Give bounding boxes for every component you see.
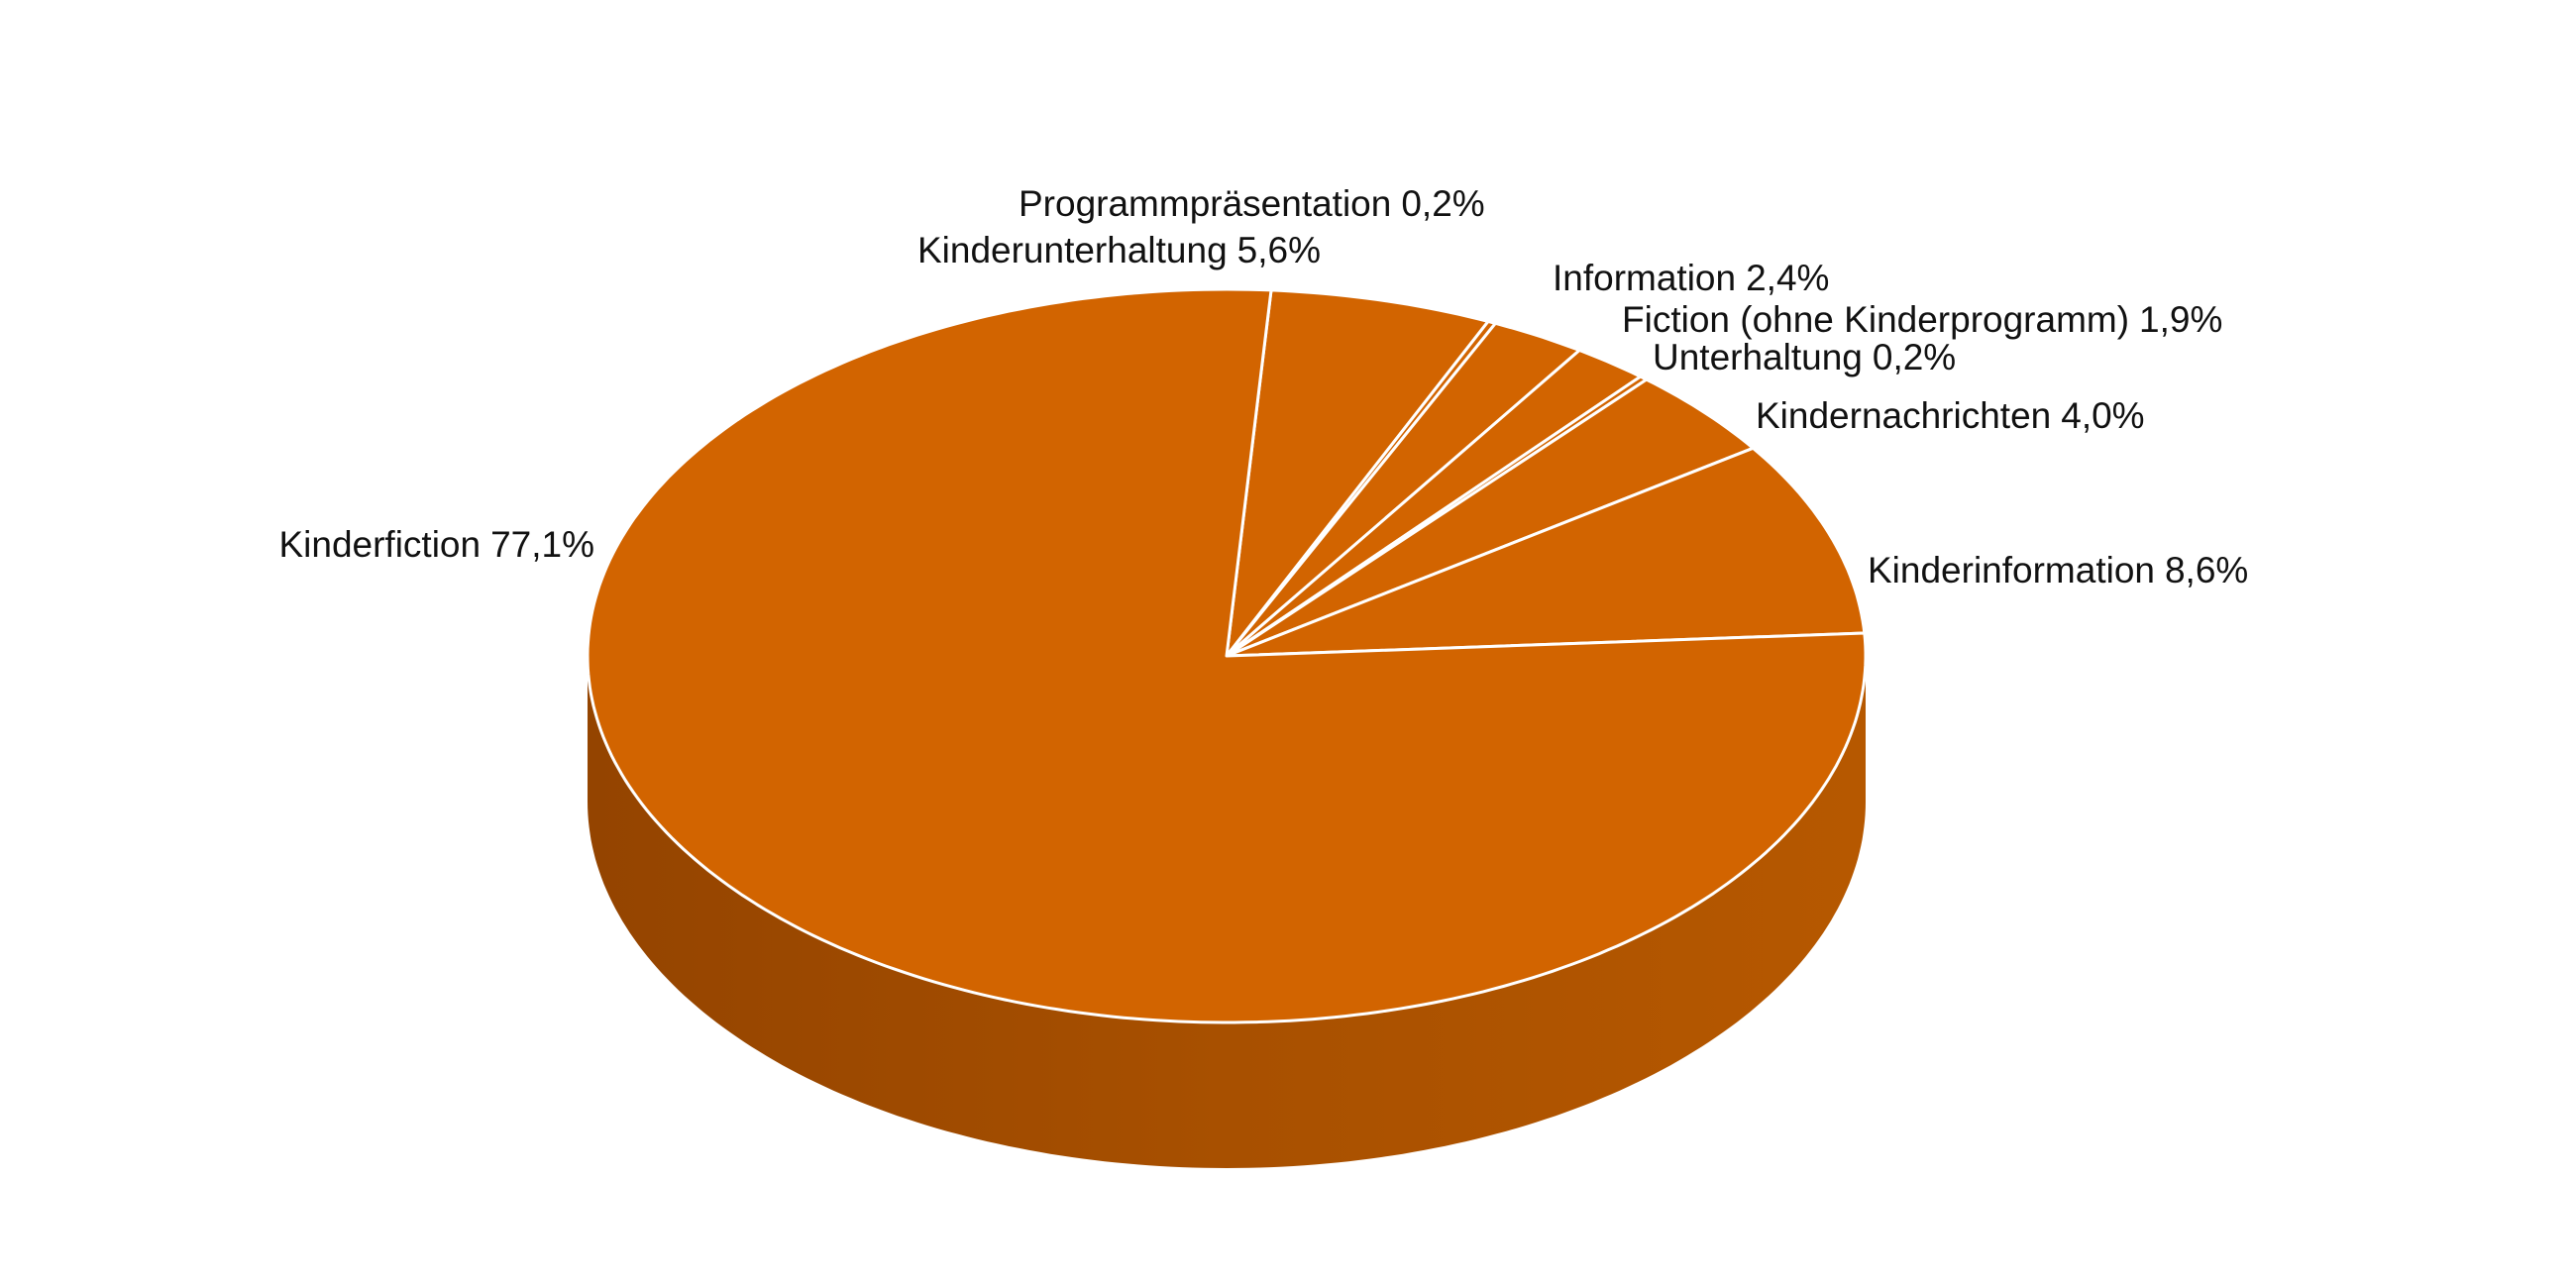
pie-slice — [1225, 349, 1643, 658]
slice-label: Information 2,4% — [1553, 258, 1829, 298]
slice-value: 1,9% — [2139, 299, 2222, 340]
slice-value: 8,6% — [2165, 550, 2248, 590]
pie-slice — [586, 287, 1868, 1024]
slice-value: 2,4% — [1746, 258, 1829, 298]
slice-value: 4,0% — [2061, 395, 2144, 436]
slice-value: 77,1% — [490, 524, 594, 565]
slice-label: Programmpräsentation 0,2% — [1019, 183, 1485, 224]
pie-slice — [1225, 446, 1867, 658]
pie-slice — [1225, 377, 1755, 658]
slice-name: Kindernachrichten — [1756, 395, 2051, 436]
slice-name: Kinderinformation — [1868, 550, 2155, 590]
pie-slice — [1225, 288, 1490, 658]
slice-label: Kindernachrichten 4,0% — [1756, 395, 2145, 436]
slice-name: Kinderfiction — [278, 524, 481, 565]
slice-label: Unterhaltung 0,2% — [1653, 337, 1956, 377]
slice-name: Fiction (ohne Kinderprogramm) — [1622, 299, 2129, 340]
slice-value: 5,6% — [1237, 230, 1321, 270]
slice-name: Unterhaltung — [1653, 337, 1863, 377]
pie-slice — [1225, 321, 1581, 658]
slice-label: Kinderfiction 77,1% — [278, 524, 594, 565]
slice-label: Kinderinformation 8,6% — [1868, 550, 2248, 590]
slice-label: Kinderunterhaltung 5,6% — [917, 230, 1321, 270]
pie-side — [588, 656, 1866, 1168]
slice-name: Programmpräsentation — [1019, 183, 1391, 224]
slice-value: 0,2% — [1873, 337, 1956, 377]
slice-name: Information — [1553, 258, 1736, 298]
slice-label: Fiction (ohne Kinderprogramm) 1,9% — [1622, 299, 2222, 340]
slice-value: 0,2% — [1401, 183, 1484, 224]
slice-name: Kinderunterhaltung — [917, 230, 1228, 270]
